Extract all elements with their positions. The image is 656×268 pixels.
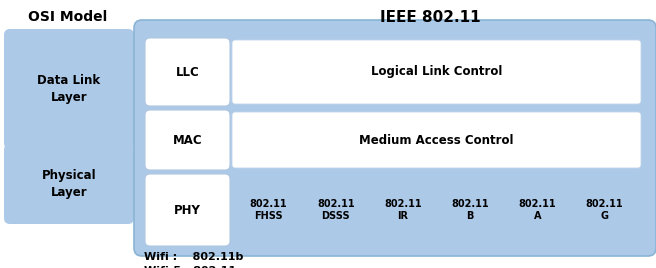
FancyBboxPatch shape [4,144,134,224]
FancyBboxPatch shape [145,38,230,106]
Text: MAC: MAC [173,133,202,147]
Text: Physical
Layer: Physical Layer [42,169,96,199]
Text: Wifi-5 : 802.11a: Wifi-5 : 802.11a [144,266,243,268]
Text: 802.11
A: 802.11 A [518,199,556,221]
FancyBboxPatch shape [232,40,641,104]
Text: 802.11
DSSS: 802.11 DSSS [317,199,354,221]
Text: Data Link
Layer: Data Link Layer [37,74,100,104]
Text: LLC: LLC [176,65,199,79]
Text: Wifi :    802.11b: Wifi : 802.11b [144,252,243,262]
FancyBboxPatch shape [232,112,641,168]
FancyBboxPatch shape [134,20,656,256]
Text: IEEE 802.11: IEEE 802.11 [380,10,480,25]
FancyBboxPatch shape [145,110,230,170]
Text: OSI Model: OSI Model [28,10,108,24]
Text: Logical Link Control: Logical Link Control [371,65,502,79]
FancyBboxPatch shape [145,174,230,246]
Text: PHY: PHY [174,203,201,217]
Text: Medium Access Control: Medium Access Control [359,133,514,147]
Text: 802.11
IR: 802.11 IR [384,199,422,221]
Text: 802.11
B: 802.11 B [451,199,489,221]
Text: 802.11
G: 802.11 G [586,199,623,221]
Text: 802.11
FHSS: 802.11 FHSS [250,199,287,221]
FancyBboxPatch shape [4,29,134,149]
